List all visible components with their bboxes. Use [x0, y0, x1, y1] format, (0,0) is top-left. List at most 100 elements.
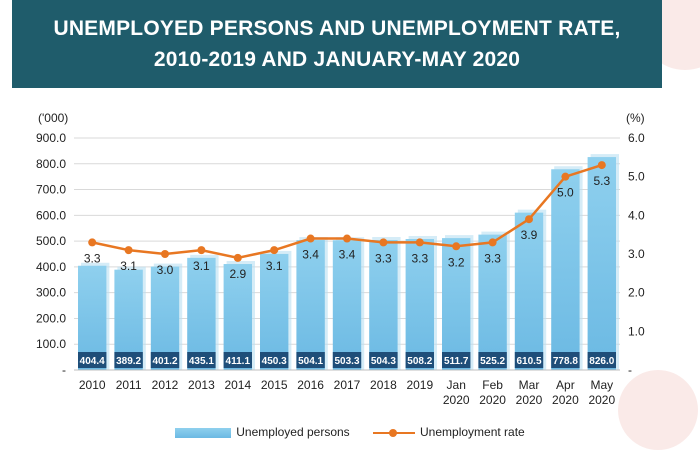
x-tick-label-line: May: [590, 378, 613, 392]
bar: [260, 253, 289, 370]
rate-point: [343, 234, 351, 243]
x-tick-label-line: 2016: [297, 378, 324, 392]
bar-value-label: 511.7: [444, 356, 469, 367]
x-tick-label-line: 2020: [443, 393, 470, 407]
rate-point: [270, 246, 279, 255]
bar-label-background: [296, 352, 325, 368]
x-tick-label: 2015: [261, 378, 288, 392]
x-tick-label-line: 2020: [516, 393, 543, 407]
bar-label-background: [551, 352, 580, 368]
rate-point: [452, 242, 461, 251]
rate-value-label: 3.1: [266, 259, 283, 273]
rate-value-label: 3.4: [339, 248, 356, 262]
bar-value-label: 389.2: [116, 356, 141, 367]
bar: [551, 169, 580, 370]
rate-point: [561, 172, 570, 181]
x-tick-label-line: Jan: [447, 378, 466, 392]
x-tick-label-line: 2013: [188, 378, 215, 392]
bar-value-label: 826.0: [589, 356, 614, 367]
y-left-tick-label: 600.0: [36, 208, 66, 222]
decorative-virus-circle: [618, 370, 698, 450]
rate-value-label: 3.3: [375, 251, 392, 265]
rate-point: [488, 238, 497, 247]
bar-value-label: 778.8: [553, 356, 578, 367]
rate-value-label: 3.2: [448, 255, 465, 269]
rate-value-label: 5.0: [557, 186, 574, 200]
x-tick-label-line: 2012: [152, 378, 179, 392]
rate-point: [124, 246, 133, 255]
y-left-tick-label: 700.0: [36, 183, 66, 197]
x-tick-label: Apr 2020: [552, 378, 579, 407]
y-right-tick-label: 4.0: [628, 208, 645, 222]
rate-value-label: 2.9: [229, 267, 246, 281]
bar-value-label: 504.1: [298, 356, 323, 367]
bar: [187, 257, 216, 370]
y-right-tick-label: 2.0: [628, 286, 645, 300]
legend-label-unemployed-persons: Unemployed persons: [236, 424, 350, 439]
y-right-tick-label: 6.0: [628, 131, 645, 145]
bar-label-background: [405, 352, 434, 368]
y-left-tick-label: 800.0: [36, 157, 66, 171]
bar: [442, 238, 471, 370]
bar: [478, 234, 507, 370]
x-tick-label-line: 2017: [334, 378, 361, 392]
rate-value-label: 3.9: [521, 228, 538, 242]
bar-value-label: 401.2: [152, 356, 177, 367]
y-right-tick-label: 5.0: [628, 170, 645, 184]
bar: [405, 238, 434, 370]
x-tick-label: Jan 2020: [443, 378, 470, 407]
y-left-tick-label: 300.0: [36, 286, 66, 300]
x-tick-label-line: 2020: [479, 393, 506, 407]
legend-item-unemployment-rate: Unemployment rate: [373, 425, 525, 439]
rate-value-label: 3.3: [84, 251, 101, 265]
legend-item-unemployed-persons: Unemployed persons: [175, 424, 350, 439]
y-right-tick-label: 3.0: [628, 247, 645, 261]
x-tick-label: 2019: [406, 378, 433, 392]
x-tick-label-line: 2014: [224, 378, 251, 392]
x-tick-label: Feb 2020: [479, 378, 506, 407]
x-tick-label: 2017: [334, 378, 361, 392]
bar-value-label: 411.1: [226, 356, 251, 367]
bar-label-background: [260, 352, 289, 368]
x-tick-label-line: 2019: [406, 378, 433, 392]
rate-point: [597, 161, 606, 170]
bar-label-background: [114, 352, 143, 368]
bar-value-label: 508.2: [407, 356, 432, 367]
x-tick-label-line: 2020: [588, 393, 615, 407]
rate-point: [88, 238, 97, 247]
x-tick-label: 2011: [116, 378, 142, 392]
bar-value-label: 450.3: [262, 356, 287, 367]
y-left-tick-label: 900.0: [36, 131, 66, 145]
rate-point: [197, 246, 206, 255]
bar: [369, 240, 398, 370]
y-left-tick-label: -: [62, 363, 66, 377]
x-tick-label: 2012: [152, 378, 179, 392]
y-left-axis-label: ('000): [38, 111, 68, 125]
x-tick-label-line: Mar: [519, 378, 540, 392]
x-tick-label-line: Feb: [482, 378, 503, 392]
y-right-tick-label: -: [628, 363, 632, 377]
x-tick-label: 2010: [79, 378, 106, 392]
y-left-tick-label: 200.0: [36, 311, 66, 325]
legend-label-unemployment-rate: Unemployment rate: [420, 424, 525, 439]
x-tick-label: Mar 2020: [516, 378, 543, 407]
x-tick-label: 2014: [224, 378, 251, 392]
chart-legend: Unemployed persons Unemployment rate: [0, 424, 700, 444]
legend-bar-swatch: [175, 427, 232, 438]
bar-label-background: [187, 352, 216, 368]
bar-value-label: 404.4: [80, 356, 105, 367]
y-left-tick-label: 400.0: [36, 260, 66, 274]
bar: [332, 240, 362, 370]
rate-point: [233, 253, 242, 262]
bar: [587, 157, 616, 370]
legend-line-swatch: [373, 428, 416, 438]
rate-point: [379, 238, 388, 247]
bar-label-background: [223, 352, 252, 368]
rate-value-label: 3.1: [120, 259, 137, 273]
bar-label-background: [150, 352, 180, 368]
bar-value-label: 504.3: [371, 356, 396, 367]
rate-value-label: 5.3: [593, 174, 610, 188]
rate-value-label: 3.3: [411, 251, 428, 265]
y-left-tick-label: 100.0: [36, 337, 66, 351]
y-right-axis-label: (%): [626, 111, 645, 125]
